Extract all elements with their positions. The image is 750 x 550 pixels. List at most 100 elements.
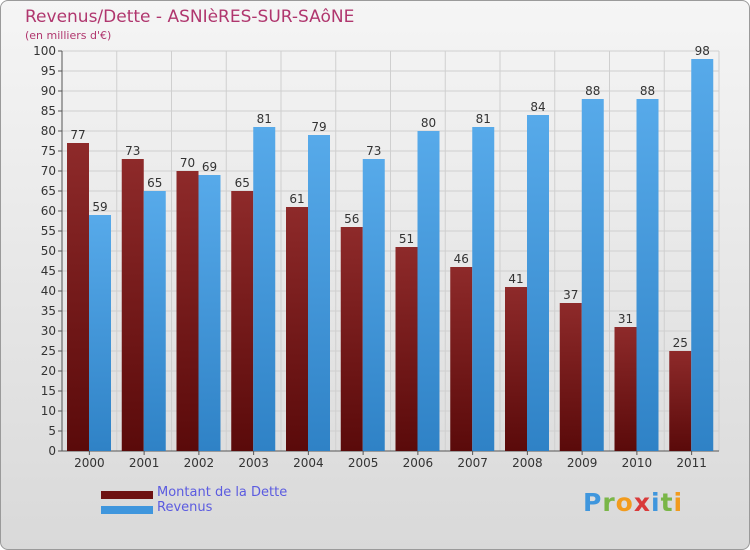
x-tick-label: 2006 [403,456,434,470]
y-tick-label: 85 [41,104,56,118]
x-tick-label: 2008 [512,456,543,470]
data-label: 51 [399,232,414,246]
data-label: 77 [70,128,85,142]
x-tick-label: 2001 [129,456,160,470]
data-label: 65 [147,176,162,190]
data-label: 79 [311,120,326,134]
y-tick-label: 70 [41,164,56,178]
bar-revenus [581,99,604,451]
y-tick-label: 10 [41,404,56,418]
bar-revenus [636,99,659,451]
logo-letter: i [673,488,684,517]
legend-label-dette: Montant de la Dette [157,485,288,500]
bar-revenus [143,191,166,451]
x-tick-label: 2004 [293,456,324,470]
data-label: 56 [344,212,359,226]
data-label: 73 [125,144,140,158]
chart-title: Revenus/Dette - ASNIèRES-SUR-SAôNE [25,7,355,27]
logo-letter: o [615,488,634,517]
data-labels: 77 59 73 65 70 69 65 81 61 79 56 73 51 80 46 81 41 84 37 88… [70,44,710,350]
y-tick-label: 40 [41,284,56,298]
x-tick-labels: 2000 2001 2002 2003 2004 2005 2006 2007 2008 2009… [74,456,707,470]
y-tick-label: 25 [41,344,56,358]
proxiti-logo: Proxiti [583,488,683,517]
bar-dette [669,351,692,451]
x-tick-label: 2007 [457,456,488,470]
data-label: 73 [366,144,381,158]
y-tick-labels: 0 5 10 15 20 25 30 35 40 45 50 55 60 65 70 75 80 85 90 95 10… [33,44,56,458]
y-tick-label: 50 [41,244,56,258]
x-tick-label: 2011 [676,456,707,470]
x-tick-label: 2000 [74,456,105,470]
bar-dette [176,171,199,451]
y-tick-label: 30 [41,324,56,338]
y-tick-label: 55 [41,224,56,238]
data-label: 31 [618,312,633,326]
x-tick-label: 2010 [622,456,653,470]
y-tick-label: 35 [41,304,56,318]
bar-dette [286,207,308,451]
data-label: 70 [180,156,195,170]
bars [67,59,714,451]
x-tick-label: 2005 [348,456,379,470]
data-label: 61 [289,192,304,206]
bar-dette [231,191,254,451]
logo-letter: x [633,488,651,517]
bar-dette [395,247,418,451]
data-label: 65 [235,176,250,190]
y-tick-label: 20 [41,364,56,378]
logo-letter: t [660,488,674,517]
y-tick-label: 60 [41,204,56,218]
axes [58,50,719,455]
legend-label-revenus: Revenus [157,500,213,515]
data-label: 81 [476,112,491,126]
bar-revenus [417,131,440,451]
data-label: 80 [421,116,436,130]
bar-dette [559,303,582,451]
x-tick-label: 2002 [184,456,215,470]
data-label: 37 [563,288,578,302]
data-label: 88 [640,84,655,98]
bar-revenus [691,59,714,451]
bar-revenus [253,127,276,451]
bar-dette [67,143,89,451]
bar-dette [505,287,527,451]
bar-dette [340,227,363,451]
bar-revenus [472,127,495,451]
logo-letter: r [602,488,616,517]
logo-letter: P [583,488,603,517]
y-tick-label: 95 [41,64,56,78]
bar-dette [450,267,473,451]
chart-subtitle: (en milliers d'€) [25,29,112,42]
bar-revenus [198,175,221,451]
data-label: 25 [673,336,688,350]
y-tick-label: 15 [41,384,56,398]
y-tick-label: 80 [41,124,56,138]
y-tick-label: 0 [48,444,56,458]
bar-revenus [362,159,385,451]
bar-revenus [308,135,330,451]
bar-revenus [527,115,549,451]
y-tick-label: 45 [41,264,56,278]
bar-dette [614,327,637,451]
y-tick-label: 5 [48,424,56,438]
logo-letter: i [651,488,661,517]
y-tick-label: 75 [41,144,56,158]
legend-swatch-revenus [101,506,153,514]
y-tick-label: 90 [41,84,56,98]
data-label: 98 [695,44,710,58]
bar-revenus [89,215,111,451]
legend-swatch-dette [101,491,153,499]
data-label: 84 [530,100,545,114]
data-label: 69 [202,160,217,174]
x-tick-label: 2009 [567,456,598,470]
data-label: 88 [585,84,600,98]
x-tick-label: 2003 [238,456,269,470]
y-tick-label: 65 [41,184,56,198]
data-label: 46 [454,252,469,266]
y-tick-label: 100 [33,44,56,58]
bar-dette [121,159,144,451]
data-label: 41 [508,272,523,286]
